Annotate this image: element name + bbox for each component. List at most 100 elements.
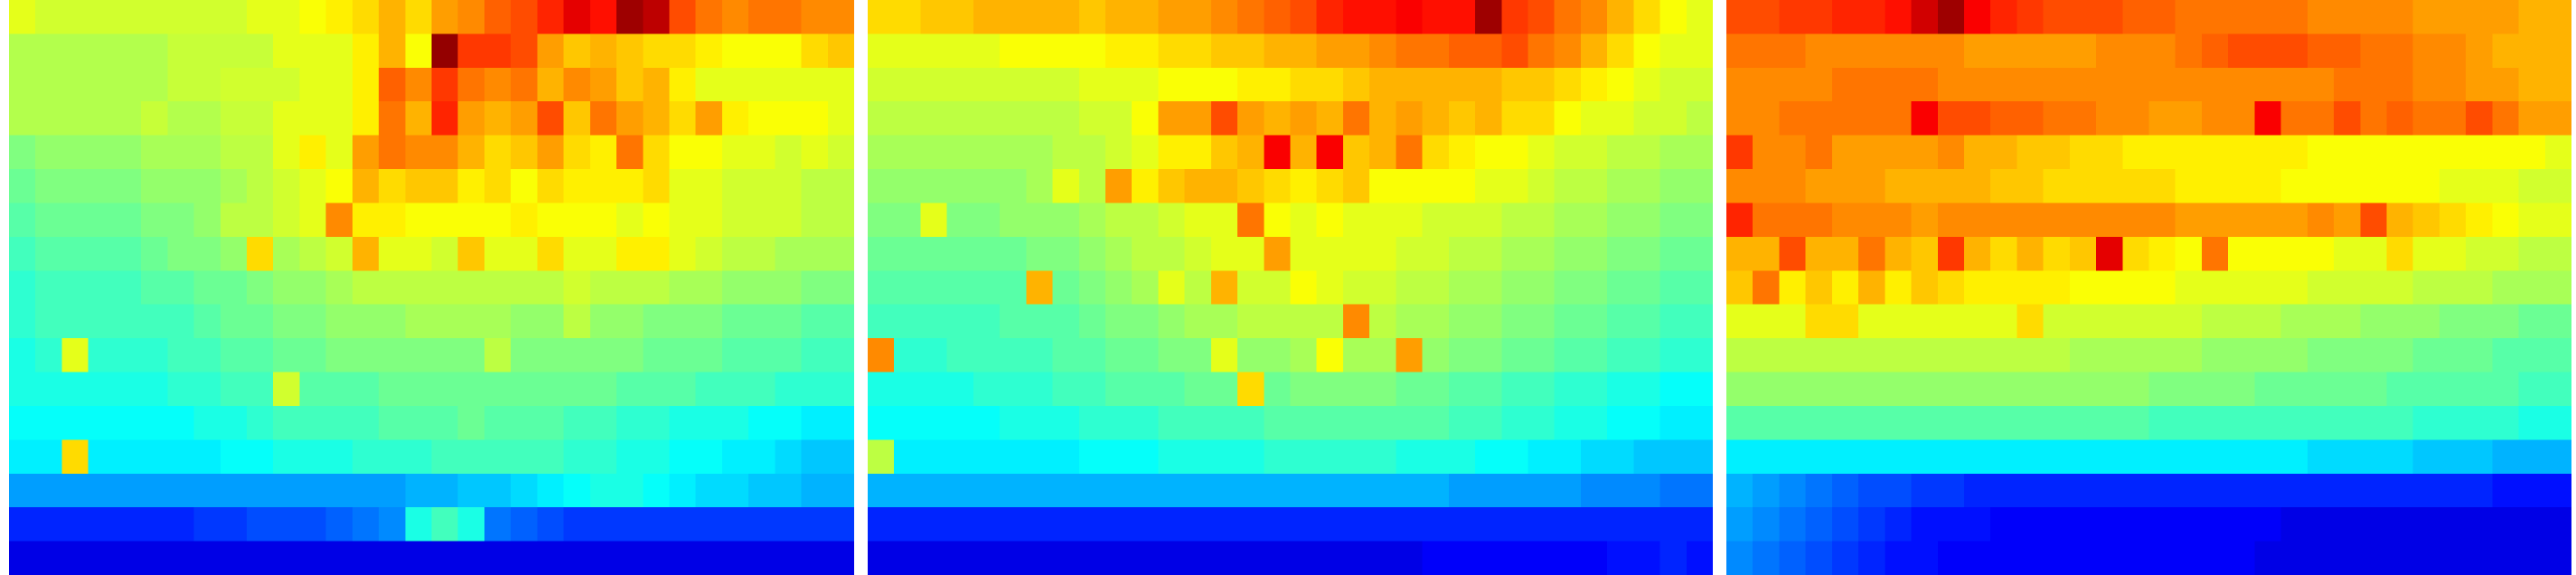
heatmap-cell xyxy=(299,135,327,170)
heatmap-cell xyxy=(1396,304,1424,339)
heatmap-cell xyxy=(1026,507,1054,542)
heatmap-cell xyxy=(537,372,565,407)
heatmap-cell xyxy=(61,33,89,69)
heatmap-cell xyxy=(220,0,248,35)
heatmap-cell xyxy=(563,135,591,170)
heatmap-cell xyxy=(193,169,221,204)
heatmap-cell xyxy=(2254,236,2282,271)
heatmap-cell xyxy=(114,338,142,373)
heatmap-cell xyxy=(2280,33,2308,69)
heatmap-cell xyxy=(1528,169,1556,204)
heatmap-cell xyxy=(2175,33,2203,69)
heatmap-cell xyxy=(299,507,327,542)
heatmap-cell xyxy=(2360,67,2388,102)
heatmap-cell xyxy=(643,304,671,339)
heatmap-cell xyxy=(61,405,89,440)
heatmap-cell xyxy=(920,473,948,508)
heatmap-cell xyxy=(1501,169,1529,204)
heatmap-cell xyxy=(920,405,948,440)
heatmap-cell xyxy=(589,33,617,69)
heatmap-cell xyxy=(721,33,749,69)
heatmap-cell xyxy=(1132,203,1160,238)
heatmap-cell xyxy=(379,67,406,102)
heatmap-cell xyxy=(1580,236,1608,271)
heatmap-cell xyxy=(2334,473,2361,508)
heatmap-cell xyxy=(1528,270,1556,306)
heatmap-cell xyxy=(973,0,1001,35)
heatmap-cell xyxy=(1911,203,1939,238)
heatmap-cell xyxy=(220,33,248,69)
heatmap-cell xyxy=(141,541,168,575)
heatmap-cell xyxy=(1580,33,1608,69)
heatmap-cell xyxy=(405,405,433,440)
heatmap-cell xyxy=(2466,33,2493,69)
heatmap-cell xyxy=(1052,203,1080,238)
heatmap-cell xyxy=(643,372,671,407)
heatmap-cell xyxy=(1990,203,2018,238)
heatmap-cell xyxy=(1779,304,1807,339)
heatmap-cell xyxy=(1448,203,1476,238)
heatmap-cell xyxy=(1316,67,1344,102)
heatmap-cell xyxy=(325,372,353,407)
heatmap-cell xyxy=(246,67,274,102)
heatmap-cell xyxy=(868,372,895,407)
heatmap-cell xyxy=(1580,473,1608,508)
heatmap-cell xyxy=(721,338,749,373)
heatmap-cell xyxy=(167,101,195,137)
heatmap-cell xyxy=(1290,372,1318,407)
heatmap-cell xyxy=(2492,507,2520,542)
heatmap-cell xyxy=(9,439,36,475)
heatmap-cell xyxy=(273,507,301,542)
heatmap-cell xyxy=(1105,405,1133,440)
heatmap-cell xyxy=(2544,304,2571,339)
heatmap-cell xyxy=(2307,405,2335,440)
heatmap-cell xyxy=(1210,507,1238,542)
heatmap-cell xyxy=(2544,405,2571,440)
heatmap-cell xyxy=(457,0,485,35)
heatmap-cell xyxy=(1885,33,1913,69)
heatmap-cell xyxy=(325,270,353,306)
heatmap-cell xyxy=(1132,541,1160,575)
heatmap-cell xyxy=(325,304,353,339)
heatmap-cell xyxy=(2492,169,2520,204)
heatmap-cell xyxy=(1858,135,1885,170)
heatmap-cell xyxy=(1316,0,1344,35)
heatmap-cell xyxy=(1132,0,1160,35)
heatmap-cell xyxy=(431,135,459,170)
heatmap-cell xyxy=(2017,304,2045,339)
heatmap-cell xyxy=(643,67,671,102)
heatmap-cell xyxy=(1105,67,1133,102)
heatmap-cell xyxy=(1831,338,1859,373)
heatmap-cell xyxy=(589,0,617,35)
heatmap-cell xyxy=(220,203,248,238)
heatmap-cell xyxy=(1422,101,1450,137)
heatmap-cell xyxy=(973,541,1001,575)
heatmap-cell xyxy=(431,304,459,339)
heatmap-cell xyxy=(379,304,406,339)
heatmap-cell xyxy=(1026,541,1054,575)
heatmap-cell xyxy=(35,101,63,137)
heatmap-cell xyxy=(616,405,644,440)
heatmap-cell xyxy=(1264,338,1292,373)
heatmap-cell xyxy=(1911,270,1939,306)
heatmap-cell xyxy=(1831,541,1859,575)
heatmap-cell xyxy=(167,304,195,339)
heatmap-cell xyxy=(2017,203,2045,238)
heatmap-cell xyxy=(2175,405,2203,440)
heatmap-cell xyxy=(2439,507,2467,542)
heatmap-cell xyxy=(2201,67,2229,102)
heatmap-cell xyxy=(1937,270,1965,306)
heatmap-cell xyxy=(2175,101,2203,137)
heatmap-cell xyxy=(1885,405,1913,440)
heatmap-cell xyxy=(589,169,617,204)
heatmap-cell xyxy=(1448,270,1476,306)
heatmap-cell xyxy=(2386,169,2414,204)
heatmap-cell xyxy=(2280,236,2308,271)
heatmap-cell xyxy=(2096,405,2123,440)
heatmap-cell xyxy=(1342,135,1370,170)
heatmap-cell xyxy=(88,372,116,407)
heatmap-cell xyxy=(2254,473,2282,508)
heatmap-cell xyxy=(2307,236,2335,271)
heatmap-cell xyxy=(2544,372,2571,407)
heatmap-cell xyxy=(2254,135,2282,170)
